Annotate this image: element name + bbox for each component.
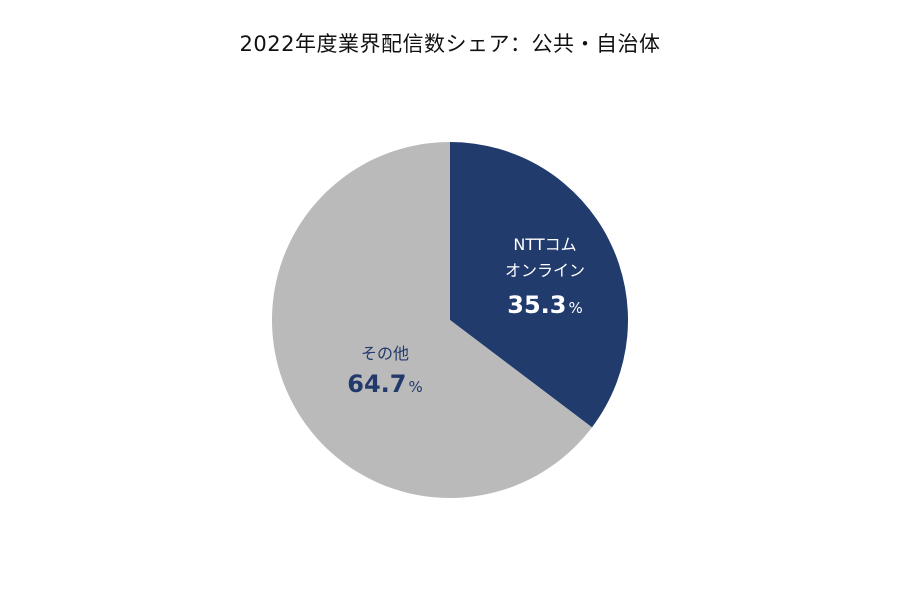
- slice-name-line: その他: [360, 344, 409, 363]
- slice-label-other: その他 64.7%: [310, 344, 460, 399]
- pie-slice-other: [271, 142, 593, 499]
- slice-name-line: オンライン: [504, 261, 585, 280]
- pie-slice-ntt: [450, 142, 628, 428]
- slice-unit: %: [408, 378, 423, 397]
- slice-value: 64.7: [347, 370, 407, 399]
- slice-value: 35.3: [507, 291, 567, 319]
- slice-name-line: NTTコム: [513, 235, 577, 254]
- slice-unit: %: [568, 299, 583, 317]
- chart-title: 2022年度業界配信数シェア：公共・自治体: [239, 32, 661, 56]
- slice-label-ntt: NTTコム オンライン 35.3%: [470, 232, 620, 320]
